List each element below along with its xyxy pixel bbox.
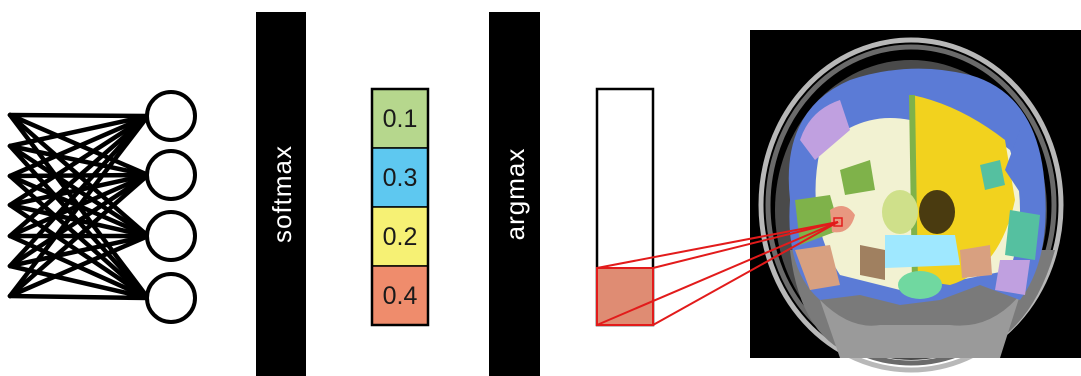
- prob-value-1: 0.1: [383, 105, 418, 133]
- prob-value-4: 0.4: [383, 282, 418, 310]
- prob-value-3: 0.2: [383, 223, 418, 251]
- selected-class-cell: [596, 267, 654, 326]
- neural-network-layer: [7, 90, 197, 324]
- output-node-1: [145, 90, 197, 142]
- selected-pixel-marker: [833, 217, 843, 227]
- network-connections: [7, 112, 151, 301]
- output-node-4: [145, 272, 197, 324]
- pixel-link-lines: [596, 221, 839, 326]
- output-node-3: [145, 210, 197, 262]
- softmax-label: softmax: [267, 145, 297, 243]
- argmax-label: argmax: [500, 148, 530, 241]
- argmax-block: argmax: [489, 12, 540, 376]
- output-node-2: [145, 149, 197, 201]
- argmax-output-column: [595, 87, 655, 327]
- probability-column: 0.1 0.3 0.2 0.4: [370, 87, 430, 327]
- softmax-block: softmax: [256, 12, 306, 376]
- mri-segmentation-image: [750, 30, 1081, 373]
- prob-value-2: 0.3: [383, 164, 418, 192]
